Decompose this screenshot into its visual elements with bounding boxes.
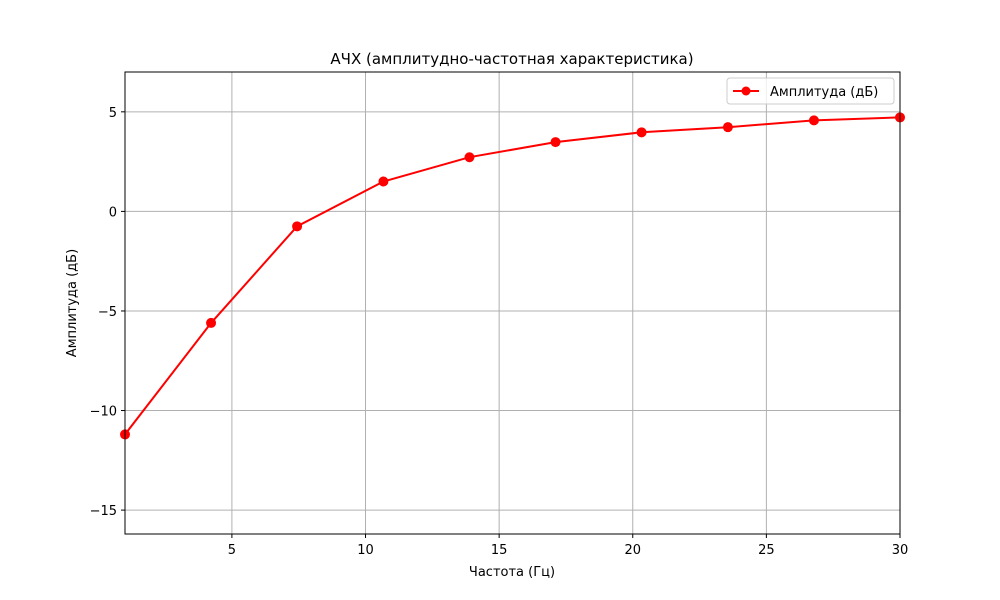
x-tick-label: 25 — [758, 543, 775, 558]
legend-box — [726, 77, 895, 105]
plot-series — [120, 112, 905, 440]
legend-label: Амплитуда (дБ) — [770, 85, 878, 100]
chart-title: АЧХ (амплитудно-частотная характеристика… — [330, 50, 693, 68]
legend: Амплитуда (дБ) — [726, 77, 895, 105]
y-tick-label: −10 — [90, 405, 117, 420]
legend-marker-swatch — [741, 86, 751, 96]
x-tick-label: 10 — [357, 543, 374, 558]
y-tick-label: 5 — [109, 106, 117, 121]
x-tick-label: 30 — [892, 543, 909, 558]
x-tick-label: 5 — [228, 543, 236, 558]
y-tick-label: 0 — [109, 205, 117, 220]
data-point — [292, 221, 303, 232]
data-point — [636, 127, 647, 138]
x-axis-label: Частота (Гц) — [469, 565, 555, 580]
y-tick-label: −15 — [90, 504, 117, 519]
data-point — [464, 152, 475, 163]
data-point — [550, 137, 561, 148]
x-tick-label: 15 — [491, 543, 508, 558]
x-axis-ticks: 5 10 15 20 25 30 — [228, 534, 909, 558]
data-point — [378, 176, 389, 187]
x-tick-label: 20 — [624, 543, 641, 558]
plot-area-frame — [124, 71, 901, 535]
y-axis-ticks: −15 −10 −5 0 5 — [90, 106, 125, 519]
y-axis-label: Амплитуда (дБ) — [65, 249, 80, 357]
y-tick-label: −5 — [98, 305, 117, 320]
data-point — [722, 122, 733, 133]
data-point — [206, 317, 217, 328]
grid-lines — [125, 72, 901, 534]
series-line — [124, 116, 901, 436]
data-point — [808, 115, 819, 126]
